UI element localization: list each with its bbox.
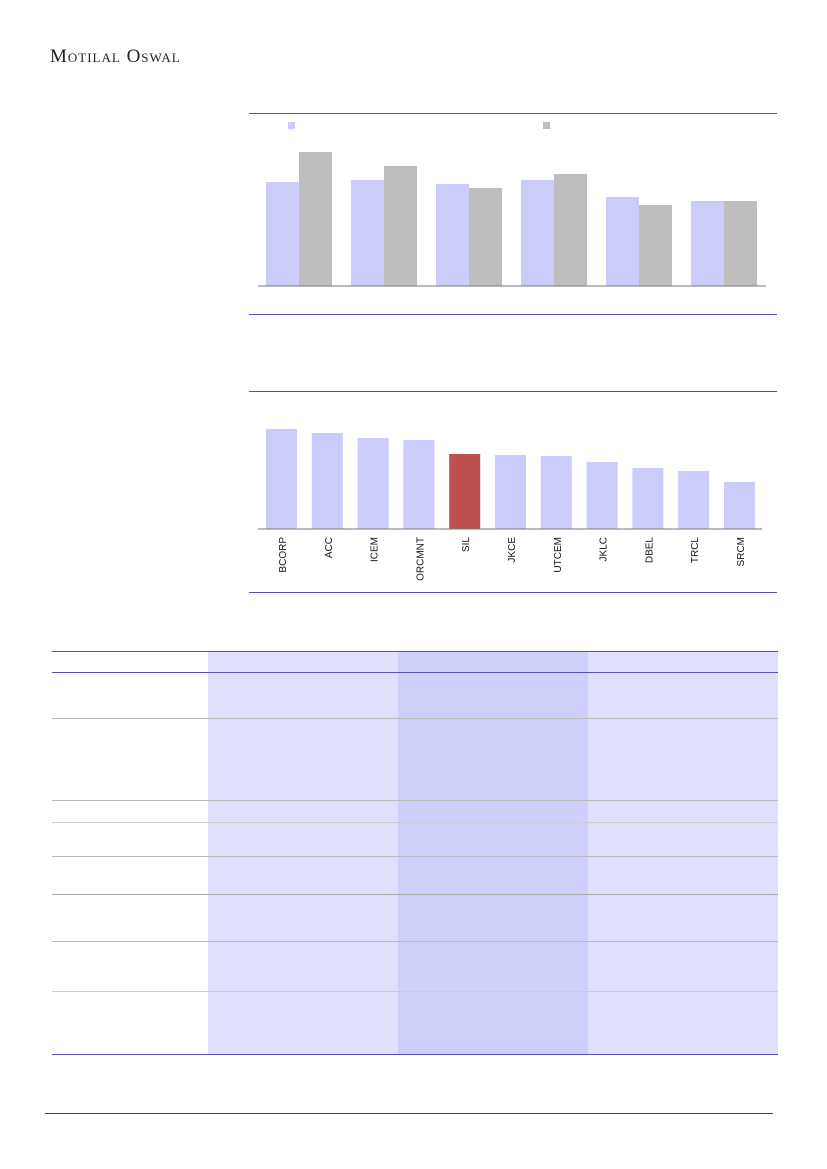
tick-label: ICEM (370, 537, 381, 562)
bar-series-2 (639, 205, 672, 286)
bar-series-1 (351, 180, 384, 286)
bar-jkce (495, 455, 526, 529)
tick-label: ORCMNT (415, 537, 426, 581)
table-row-divider (52, 991, 778, 992)
legend-swatch-series-1 (288, 122, 295, 129)
bar-orcmnt (403, 440, 435, 529)
tick-label: ACC (324, 537, 335, 558)
chart2-top-rule (249, 391, 777, 392)
footer-rule (45, 1113, 773, 1114)
bar-series-1 (521, 180, 554, 286)
bar-series-1 (691, 201, 724, 286)
chart1 (258, 122, 766, 287)
bar-series-1 (606, 197, 639, 286)
chart2-bottom-rule (249, 592, 777, 593)
bar-sil (449, 454, 481, 529)
tick-label: JKCE (507, 537, 518, 563)
table-row-divider (52, 800, 778, 801)
table-row-divider (52, 822, 778, 823)
bar-icem (357, 438, 389, 529)
logo: Motilal Oswal (50, 46, 181, 67)
table-column-3 (588, 651, 778, 1055)
table-row-divider (52, 1054, 778, 1055)
bar-series-2 (469, 188, 502, 286)
table-column-1 (208, 651, 398, 1055)
bar-dbel (632, 468, 664, 529)
bar-series-1 (266, 182, 299, 286)
chart2: BCORP ACC ICEM ORCMNT SIL JKCE UTCEM JKLC DBEL TR… (258, 429, 762, 581)
bar-srcm (724, 482, 755, 529)
tick-label: BCORP (278, 537, 289, 573)
table-row-divider (52, 894, 778, 895)
chart1-top-rule (249, 113, 777, 114)
bar-jklc (586, 462, 618, 529)
bar-acc (311, 433, 343, 529)
bar-series-2 (299, 152, 332, 286)
legend-swatch-series-2 (543, 122, 550, 129)
tick-label: DBEL (644, 537, 655, 564)
bar-trcl (678, 471, 710, 529)
bar-utcem (540, 456, 572, 529)
table-column-2 (398, 651, 588, 1055)
bar-bcorp (266, 429, 297, 529)
bar-series-2 (724, 201, 757, 286)
table-row-divider (52, 718, 778, 719)
tick-label: UTCEM (553, 537, 564, 573)
tick-label: TRCL (690, 537, 701, 564)
tick-label: SRCM (736, 537, 747, 566)
bar-series-2 (384, 166, 417, 286)
tick-label: SIL (461, 537, 472, 552)
table-row-divider (52, 856, 778, 857)
table-row-divider (52, 941, 778, 942)
bar-series-1 (436, 184, 469, 286)
tick-label: JKLC (599, 537, 610, 561)
table-row-divider (52, 651, 778, 652)
chart1-bottom-rule (249, 314, 777, 315)
bar-series-2 (554, 174, 587, 286)
table-row-divider (52, 672, 778, 673)
